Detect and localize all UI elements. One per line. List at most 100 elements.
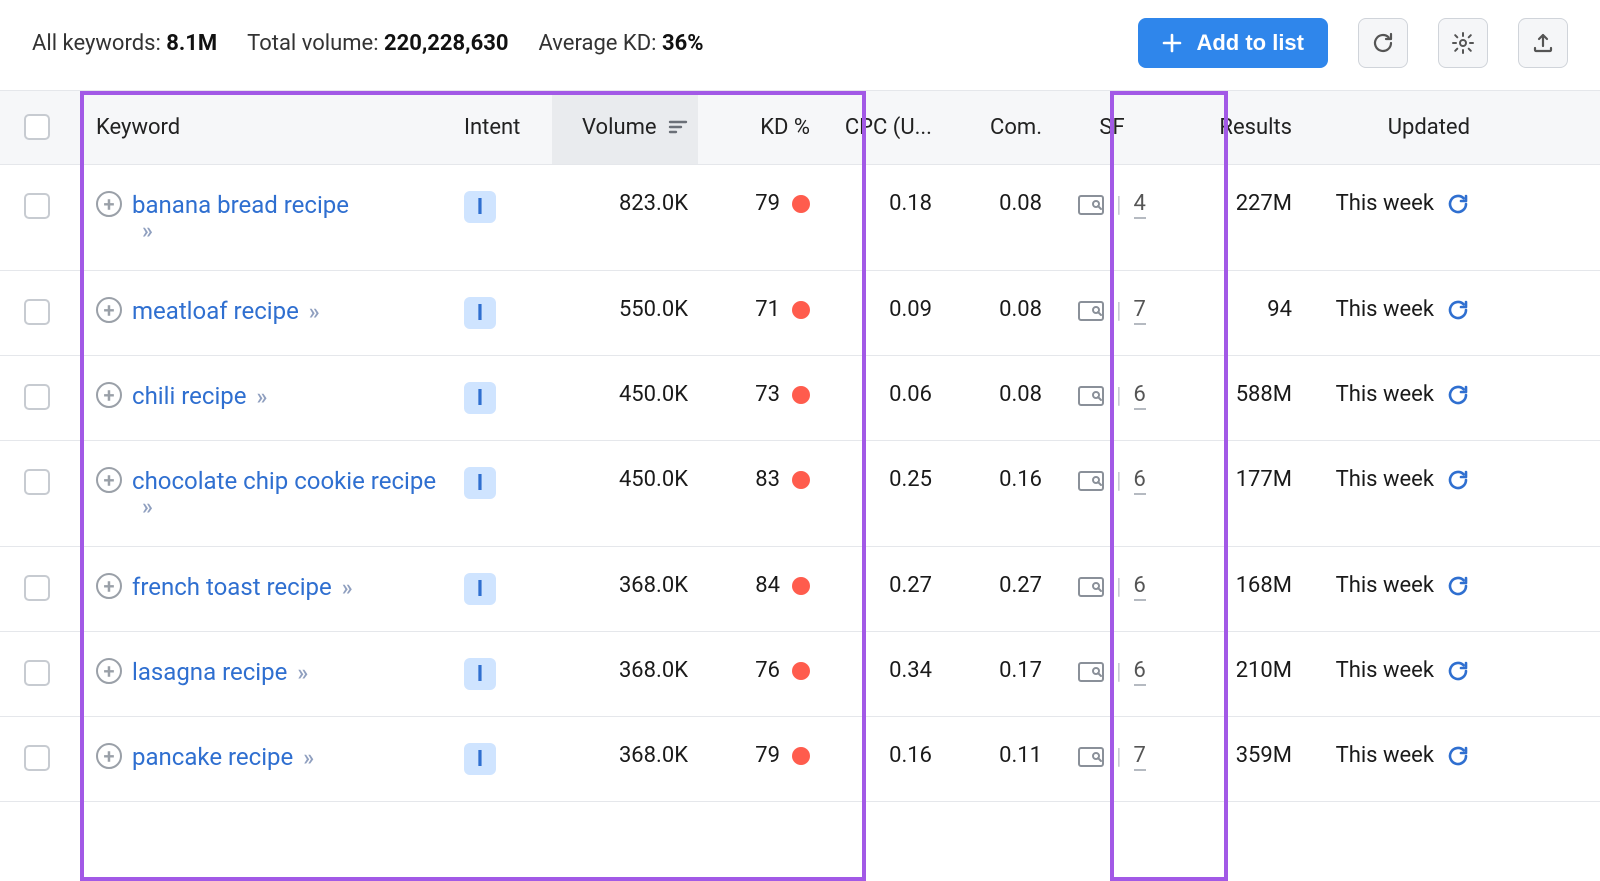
refresh-row-icon[interactable]: [1446, 659, 1470, 683]
row-checkbox-cell[interactable]: [0, 356, 74, 436]
table-row: + pancake recipe» I 368.0K 79 0.16 0.11 …: [0, 717, 1600, 802]
row-checkbox[interactable]: [24, 469, 50, 495]
expand-icon[interactable]: +: [96, 658, 122, 684]
row-checkbox-cell[interactable]: [0, 441, 74, 521]
column-updated[interactable]: Updated: [1302, 91, 1502, 164]
expand-icon[interactable]: +: [96, 191, 122, 217]
column-keyword[interactable]: Keyword: [74, 91, 454, 164]
expand-icon[interactable]: +: [96, 573, 122, 599]
keyword-text: chili recipe: [132, 382, 246, 410]
sf-cell[interactable]: | 6: [1052, 632, 1172, 714]
keyword-cell: + chocolate chip cookie recipe »: [74, 441, 454, 546]
intent-badge[interactable]: I: [464, 191, 496, 223]
column-volume[interactable]: Volume: [552, 91, 698, 164]
sf-cell[interactable]: | 7: [1052, 717, 1172, 799]
column-sf[interactable]: SF: [1052, 91, 1172, 164]
intent-badge[interactable]: I: [464, 743, 496, 775]
table-row: + chili recipe» I 450.0K 73 0.06 0.08 | …: [0, 356, 1600, 441]
table-row: + banana bread recipe » I 823.0K 79 0.18…: [0, 165, 1600, 271]
average-kd-label: Average KD:: [538, 31, 662, 56]
keyword-link[interactable]: pancake recipe: [132, 743, 293, 771]
kd-cell: 79: [698, 717, 820, 794]
export-button[interactable]: [1518, 18, 1568, 68]
table-row: + french toast recipe» I 368.0K 84 0.27 …: [0, 547, 1600, 632]
keyword-link[interactable]: meatloaf recipe: [132, 297, 299, 325]
row-checkbox[interactable]: [24, 660, 50, 686]
sf-cell[interactable]: | 7: [1052, 271, 1172, 353]
refresh-row-icon[interactable]: [1446, 298, 1470, 322]
settings-button[interactable]: [1438, 18, 1488, 68]
updated-cell: This week: [1302, 717, 1502, 794]
row-checkbox[interactable]: [24, 193, 50, 219]
intent-badge[interactable]: I: [464, 297, 496, 329]
updated-cell: This week: [1302, 632, 1502, 709]
keyword-link[interactable]: lasagna recipe: [132, 658, 287, 686]
keyword-link[interactable]: chocolate chip cookie recipe: [132, 467, 436, 495]
refresh-button[interactable]: [1358, 18, 1408, 68]
row-checkbox-cell[interactable]: [0, 717, 74, 797]
expand-icon[interactable]: +: [96, 467, 122, 493]
expand-icon[interactable]: +: [96, 382, 122, 408]
refresh-row-icon[interactable]: [1446, 574, 1470, 598]
column-kd[interactable]: KD %: [698, 91, 820, 164]
sf-count: 4: [1134, 191, 1146, 219]
total-volume-label: Total volume:: [247, 31, 384, 56]
table-row: + chocolate chip cookie recipe » I 450.0…: [0, 441, 1600, 547]
chevrons-icon: »: [309, 300, 320, 325]
row-checkbox-cell[interactable]: [0, 271, 74, 351]
column-cpc[interactable]: CPC (U...: [820, 91, 942, 164]
kd-value: 76: [755, 658, 780, 683]
keyword-link[interactable]: french toast recipe: [132, 573, 332, 601]
keywords-table: Keyword Intent Volume KD % CPC (U... Com…: [0, 90, 1600, 802]
column-com[interactable]: Com.: [942, 91, 1052, 164]
kd-cell: 76: [698, 632, 820, 709]
row-checkbox-cell[interactable]: [0, 632, 74, 712]
row-checkbox[interactable]: [24, 745, 50, 771]
gear-icon: [1451, 31, 1475, 55]
total-volume-metric: Total volume: 220,228,630: [247, 31, 508, 56]
updated-cell: This week: [1302, 441, 1502, 518]
sf-cell[interactable]: | 4: [1052, 165, 1172, 247]
kd-value: 79: [755, 743, 780, 768]
keyword-link[interactable]: banana bread recipe: [132, 191, 349, 219]
expand-icon[interactable]: +: [96, 743, 122, 769]
updated-text: This week: [1336, 743, 1434, 768]
intent-badge[interactable]: I: [464, 382, 496, 414]
refresh-row-icon[interactable]: [1446, 468, 1470, 492]
row-checkbox[interactable]: [24, 299, 50, 325]
add-to-list-button[interactable]: Add to list: [1138, 18, 1328, 68]
results-cell: 177M: [1172, 441, 1302, 518]
sort-desc-icon: [668, 120, 688, 134]
add-to-list-label: Add to list: [1196, 30, 1304, 56]
refresh-row-icon[interactable]: [1446, 744, 1470, 768]
serp-features-icon: [1078, 195, 1104, 215]
refresh-row-icon[interactable]: [1446, 192, 1470, 216]
column-results[interactable]: Results: [1172, 91, 1302, 164]
updated-cell: This week: [1302, 165, 1502, 242]
keyword-link[interactable]: chili recipe: [132, 382, 246, 410]
refresh-row-icon[interactable]: [1446, 383, 1470, 407]
expand-icon[interactable]: +: [96, 297, 122, 323]
results-cell: 210M: [1172, 632, 1302, 709]
sf-cell[interactable]: | 6: [1052, 547, 1172, 629]
column-select-all[interactable]: [0, 92, 74, 164]
results-cell: 588M: [1172, 356, 1302, 433]
column-intent[interactable]: Intent: [454, 91, 552, 164]
kd-value: 71: [755, 297, 780, 322]
intent-badge[interactable]: I: [464, 658, 496, 690]
intent-badge[interactable]: I: [464, 573, 496, 605]
cpc-cell: 0.09: [820, 271, 942, 348]
updated-cell: This week: [1302, 271, 1502, 348]
row-checkbox-cell[interactable]: [0, 165, 74, 245]
kd-value: 84: [755, 573, 780, 598]
com-cell: 0.27: [942, 547, 1052, 624]
row-checkbox-cell[interactable]: [0, 547, 74, 627]
sf-cell[interactable]: | 6: [1052, 356, 1172, 438]
row-checkbox[interactable]: [24, 384, 50, 410]
kd-difficulty-dot: [792, 301, 810, 319]
sf-cell[interactable]: | 6: [1052, 441, 1172, 523]
row-checkbox[interactable]: [24, 575, 50, 601]
intent-badge[interactable]: I: [464, 467, 496, 499]
column-updated-label: Updated: [1388, 115, 1470, 140]
select-all-checkbox[interactable]: [24, 114, 50, 140]
